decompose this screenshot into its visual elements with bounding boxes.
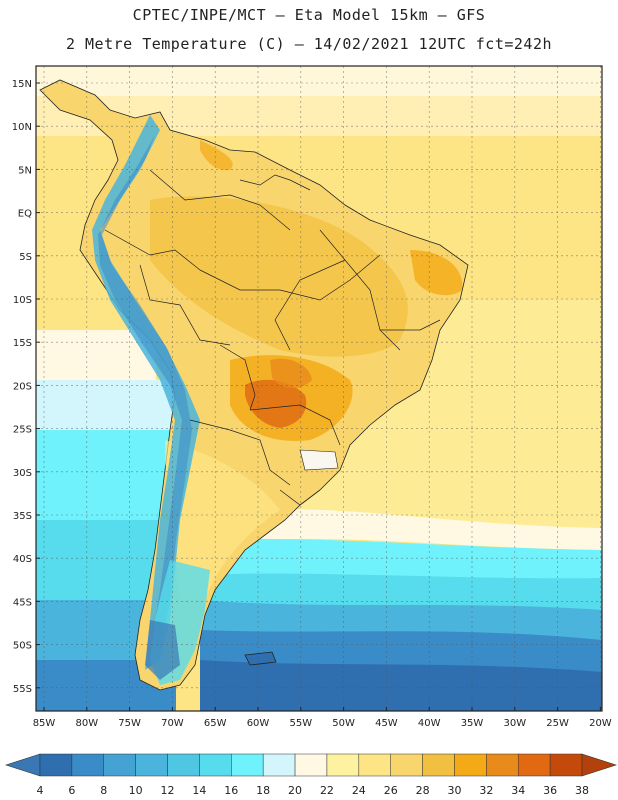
lon-label: 40W [418, 718, 441, 729]
colorbar-swatch [294, 753, 328, 777]
lat-label: 45S [13, 597, 32, 608]
lon-label: 65W [204, 718, 227, 729]
colorbar-tick-label: 30 [447, 784, 461, 797]
colorbar-tick-label: 6 [68, 784, 75, 797]
lat-label: 15N [12, 79, 32, 90]
lon-label: 55W [289, 718, 312, 729]
lon-label: 50W [332, 718, 355, 729]
colorbar-tick-label: 28 [416, 784, 430, 797]
lon-label: 80W [75, 718, 98, 729]
colorbar-min-arrow [5, 753, 41, 777]
colorbar-swatch [262, 753, 296, 777]
colorbar-tick-label: 12 [161, 784, 175, 797]
lat-label: 10S [13, 295, 32, 306]
lon-label: 25W [546, 718, 569, 729]
colorbar-swatch [422, 753, 455, 777]
colorbar-swatch [454, 753, 487, 777]
colorbar-swatch [71, 753, 105, 777]
lon-label: 45W [375, 718, 398, 729]
colorbar-tick-label: 4 [37, 784, 44, 797]
colorbar-tick-label: 16 [224, 784, 238, 797]
map-frame [35, 65, 603, 712]
colorbar-swatch [390, 753, 423, 777]
colorbar-swatch [231, 753, 264, 777]
lat-label: 55S [13, 684, 32, 695]
colorbar-swatch [517, 753, 551, 777]
colorbar-tick-label: 36 [543, 784, 557, 797]
lon-label: 30W [503, 718, 526, 729]
colorbar-tick-label: 26 [384, 784, 398, 797]
colorbar: 4 6 8 10 12 14 16 18 20 22 24 26 28 30 32 34 36 38 [5, 753, 617, 797]
map-field [36, 66, 602, 711]
colorbar-tick-label: 38 [575, 784, 589, 797]
lat-label: 25S [13, 425, 32, 436]
colorbar-tick-label: 32 [479, 784, 493, 797]
colorbar-tick-label: 20 [288, 784, 302, 797]
colorbar-swatch [103, 753, 136, 777]
lon-label: 20W [589, 718, 612, 729]
lat-label: 5N [18, 165, 32, 176]
lat-label: 15S [13, 338, 32, 349]
colorbar-swatch [486, 753, 519, 777]
lat-label: 35S [13, 511, 32, 522]
colorbar-swatch [199, 753, 232, 777]
colorbar-tick-label: 8 [100, 784, 107, 797]
chart-title: CPTEC/INPE/MCT – Eta Model 15km – GFS [132, 6, 486, 24]
lat-label: 50S [13, 641, 32, 652]
colorbar-tick-label: 22 [320, 784, 334, 797]
country-borders [104, 169, 441, 506]
graticule [36, 66, 602, 711]
lon-label: 85W [33, 718, 56, 729]
lon-label: 70W [161, 718, 184, 729]
lon-label: 75W [118, 718, 141, 729]
colorbar-tick-label: 24 [352, 784, 366, 797]
colorbar-swatch [167, 753, 200, 777]
lat-label: EQ [18, 209, 32, 220]
colorbar-swatch [135, 753, 168, 777]
lat-label: 40S [13, 554, 32, 565]
colorbar-swatch [358, 753, 391, 777]
colorbar-max-arrow [581, 753, 617, 777]
lat-label: 20S [13, 381, 32, 392]
colorbar-tick-label: 14 [192, 784, 206, 797]
chart-subtitle: 2 Metre Temperature (C) – 14/02/2021 12U… [65, 35, 553, 53]
lon-label: 60W [247, 718, 270, 729]
colorbar-tick-label: 18 [256, 784, 270, 797]
colorbar-swatch [326, 753, 360, 777]
lat-label: 5S [19, 252, 32, 263]
lat-label: 30S [13, 468, 32, 479]
lat-label: 10N [12, 122, 32, 133]
colorbar-swatch [549, 753, 583, 777]
colorbar-swatch [39, 753, 73, 777]
lon-label: 35W [461, 718, 484, 729]
colorbar-tick-label: 10 [129, 784, 143, 797]
colorbar-tick-label: 34 [511, 784, 525, 797]
